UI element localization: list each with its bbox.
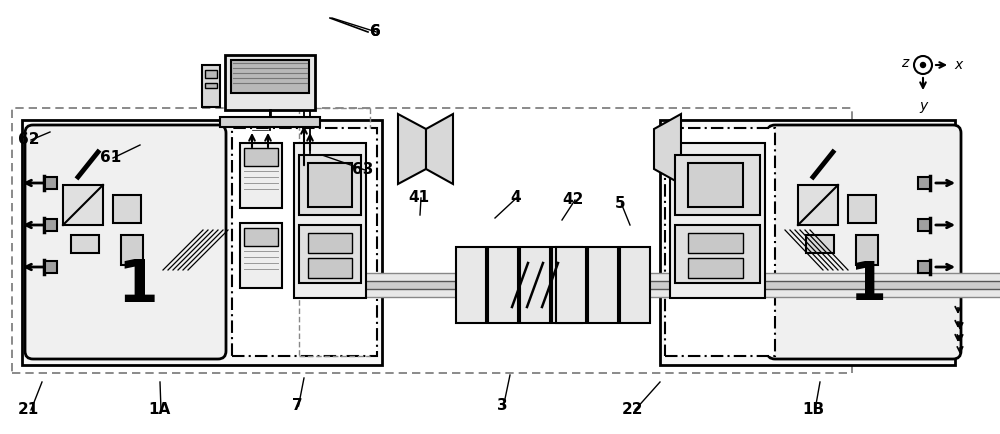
Bar — [12, 108, 852, 373]
Text: z: z — [901, 56, 909, 70]
Bar — [299, 225, 361, 283]
Text: 3: 3 — [497, 398, 508, 414]
Text: 63: 63 — [352, 162, 373, 178]
Bar — [848, 195, 876, 223]
Bar — [488, 247, 518, 323]
Bar — [113, 195, 141, 223]
Bar — [205, 70, 217, 78]
Bar — [220, 117, 320, 127]
Bar — [45, 219, 57, 231]
Bar — [688, 233, 743, 253]
Polygon shape — [398, 114, 426, 184]
Bar — [856, 235, 878, 265]
Bar — [665, 128, 775, 356]
Text: 1: 1 — [850, 259, 886, 311]
Bar — [71, 235, 99, 253]
Bar — [45, 177, 57, 189]
Bar — [294, 143, 366, 298]
Text: 5: 5 — [615, 197, 626, 211]
Text: 61: 61 — [100, 151, 121, 165]
Bar — [121, 235, 143, 265]
Bar — [308, 258, 352, 278]
Bar — [675, 225, 760, 283]
Bar — [798, 185, 838, 225]
Text: 1B: 1B — [802, 402, 824, 418]
Bar — [244, 228, 278, 246]
Bar — [556, 247, 586, 323]
Bar — [363, 281, 1000, 289]
Bar — [918, 261, 930, 273]
Bar — [202, 65, 220, 107]
Bar — [520, 247, 550, 323]
Bar — [232, 128, 377, 356]
Bar — [620, 247, 650, 323]
Text: 7: 7 — [292, 398, 303, 414]
Bar — [660, 120, 955, 365]
Circle shape — [914, 56, 932, 74]
Bar — [918, 177, 930, 189]
Text: y: y — [919, 99, 927, 113]
Bar — [456, 247, 486, 323]
Text: 42: 42 — [562, 193, 583, 207]
Text: 21: 21 — [18, 402, 39, 418]
FancyBboxPatch shape — [767, 125, 961, 359]
Polygon shape — [426, 114, 453, 184]
Bar — [63, 185, 103, 225]
Bar — [688, 163, 743, 207]
FancyBboxPatch shape — [25, 125, 226, 359]
Bar — [688, 258, 743, 278]
Text: 6: 6 — [370, 24, 381, 39]
Bar — [675, 155, 760, 215]
Bar — [22, 120, 382, 365]
Polygon shape — [654, 114, 681, 184]
Text: 1: 1 — [118, 256, 158, 313]
Text: 4: 4 — [510, 191, 521, 206]
Bar — [45, 261, 57, 273]
Bar — [588, 247, 618, 323]
Bar — [244, 148, 278, 166]
Bar — [308, 233, 352, 253]
Bar — [918, 219, 930, 231]
Bar — [240, 143, 282, 208]
Text: x: x — [954, 58, 962, 72]
Text: 1A: 1A — [148, 402, 170, 418]
Text: 41: 41 — [408, 191, 429, 206]
Bar — [806, 235, 834, 253]
Bar — [299, 155, 361, 215]
Bar — [225, 55, 315, 110]
Bar — [552, 247, 582, 323]
Bar — [231, 60, 309, 93]
Bar — [240, 223, 282, 288]
Circle shape — [920, 62, 926, 68]
Bar — [308, 163, 352, 207]
Bar — [363, 273, 1000, 297]
Text: 6: 6 — [370, 24, 381, 39]
Bar — [670, 143, 765, 298]
Bar — [205, 83, 217, 88]
Text: 62: 62 — [18, 132, 40, 148]
Text: 22: 22 — [622, 402, 644, 418]
